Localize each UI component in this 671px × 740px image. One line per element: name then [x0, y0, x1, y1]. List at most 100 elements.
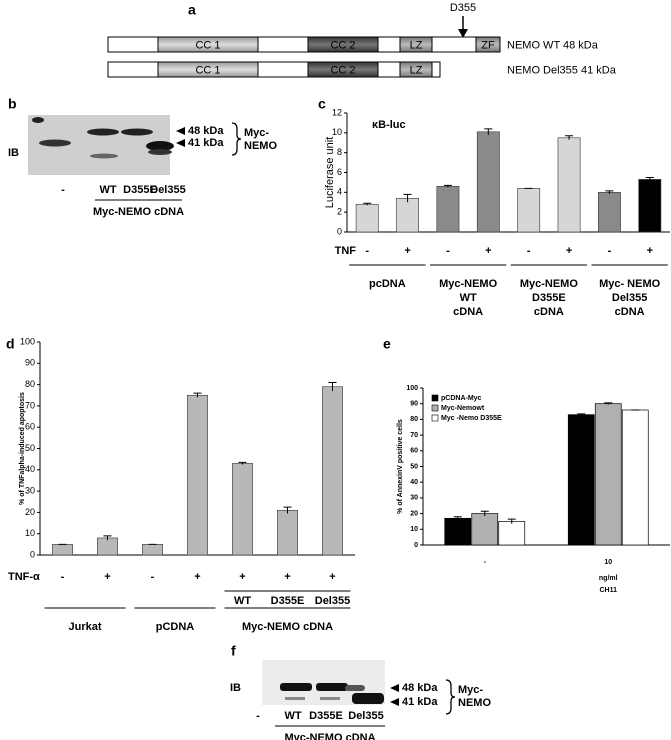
treatment-sign: +: [194, 571, 200, 583]
domain: [399, 36, 433, 53]
group-label: cDNA: [615, 306, 645, 318]
y-tick-label: 20: [410, 510, 418, 517]
error-bar: [453, 516, 462, 520]
y-tick-label: 10: [332, 127, 342, 137]
lane-label: Del355: [150, 184, 185, 196]
protein-label: Myc-: [458, 684, 483, 696]
group-label: Del355: [612, 292, 647, 304]
lane-label: WT: [99, 184, 116, 196]
treatment-sign: +: [485, 245, 491, 257]
panel-label: a: [188, 2, 196, 18]
group-label: Myc- NEMO: [599, 278, 661, 290]
domain-label: CC 1: [195, 39, 220, 51]
blot: [28, 115, 174, 175]
bar: [517, 188, 541, 233]
brace: [445, 679, 456, 715]
treatment-sign: +: [239, 571, 245, 583]
group-label: pcDNA: [369, 278, 406, 290]
domain-label: CC 2: [330, 39, 355, 51]
y-tick-label: 20: [25, 507, 35, 517]
bar: [322, 386, 343, 556]
y-tick-label: 90: [25, 358, 35, 368]
treatment-sign: -: [151, 571, 155, 583]
group-label: Myc-NEMO cDNA: [242, 621, 333, 633]
group-label: WT: [460, 292, 477, 304]
lane-label: WT: [284, 710, 301, 722]
y-tick-label: 10: [410, 526, 418, 533]
treatment-sign: +: [566, 245, 572, 257]
error-bar: [363, 202, 372, 206]
y-tick-label: 50: [25, 443, 35, 453]
domain-label: LZ: [410, 39, 423, 51]
method-label: IB: [230, 682, 241, 694]
error-bar: [577, 413, 586, 416]
y-axis-label: % of TNFalpha-induced apoptosis: [19, 392, 26, 505]
y-tick-label: 2: [337, 207, 342, 217]
y-tick-label: 0: [30, 549, 35, 559]
y-tick-label: 30: [410, 495, 418, 502]
protein-label: NEMO: [458, 697, 491, 709]
legend-swatch: [431, 394, 439, 402]
marker-arrow: [176, 127, 185, 135]
bar: [498, 521, 526, 546]
y-tick-label: 90: [410, 401, 418, 408]
y-tick-label: 80: [410, 416, 418, 423]
error-bar: [565, 135, 574, 140]
y-tick-label: 80: [25, 379, 35, 389]
error-bar: [480, 510, 489, 516]
y-tick-label: 10: [25, 528, 35, 538]
bar: [598, 192, 621, 233]
subgroup-label: D355E: [271, 595, 305, 607]
bar: [444, 517, 472, 546]
subgroup-label: WT: [234, 595, 251, 607]
group-label: cDNA: [534, 306, 564, 318]
domain: [307, 36, 379, 53]
bar: [436, 186, 460, 233]
marker-arrow: [176, 139, 185, 147]
error-bar: [328, 381, 337, 391]
y-tick-label: 70: [25, 400, 35, 410]
method-label: IB: [8, 147, 19, 159]
group-label: Myc-NEMO: [520, 278, 579, 290]
group-label: cDNA: [453, 306, 483, 318]
site-label: D355: [450, 2, 476, 14]
bar: [232, 463, 253, 556]
treatment-sign: -: [446, 245, 450, 257]
construct-name: NEMO Del355 41 kDa: [507, 64, 617, 76]
error-bar: [604, 402, 613, 405]
bar: [187, 394, 208, 556]
y-tick-label: 40: [410, 479, 418, 486]
bar: [355, 203, 379, 233]
x-axis-label: CH11: [599, 587, 617, 594]
treatment-sign: -: [527, 245, 531, 257]
chart-title: κB-luc: [372, 119, 406, 131]
lane-label: -: [256, 710, 260, 722]
error-bar: [238, 461, 247, 465]
panel-label: e: [383, 336, 391, 352]
bar: [471, 513, 499, 546]
brace: [231, 122, 242, 156]
bar: [277, 509, 298, 556]
legend-label: Myc -Nemo D355E: [441, 415, 502, 422]
error-bar: [193, 392, 202, 398]
y-tick-label: 0: [414, 542, 418, 549]
y-tick-label: 50: [410, 463, 418, 470]
marker-label: 48 kDa: [188, 125, 224, 137]
subgroup-label: Del355: [315, 595, 350, 607]
y-axis-label: % of AnnexinV positive cells: [397, 419, 404, 514]
treatment-sign: +: [329, 571, 335, 583]
panel-label: d: [6, 336, 15, 352]
bar: [97, 537, 118, 556]
treatment-sign: -: [608, 245, 612, 257]
lane-label: -: [61, 184, 65, 196]
marker-arrow: [390, 698, 399, 706]
bar: [142, 544, 163, 556]
legend-swatch: [431, 404, 439, 412]
bar: [638, 179, 662, 233]
y-tick-label: 4: [337, 187, 342, 197]
legend-label: Myc-Nemowt: [441, 405, 485, 412]
domain: [307, 61, 379, 78]
bar: [476, 131, 500, 233]
group-label: Myc-NEMO cDNA: [284, 732, 375, 740]
